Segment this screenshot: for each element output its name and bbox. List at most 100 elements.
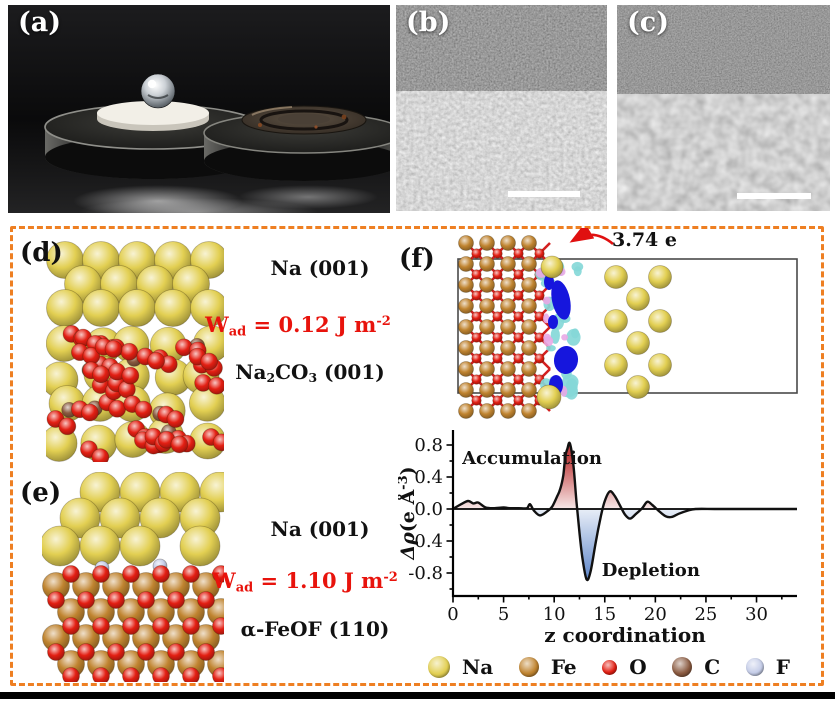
- na-na2co3-structure-model: [46, 241, 224, 462]
- atom-sphere: [536, 384, 562, 410]
- atom-sphere: [500, 298, 516, 314]
- atom-sphere: [492, 332, 503, 343]
- legend-item-fe: Fe: [518, 655, 577, 679]
- atom-sphere: [513, 269, 524, 280]
- atom-sphere: [492, 374, 503, 385]
- atom-sphere: [471, 269, 482, 280]
- atom-sphere: [626, 375, 650, 399]
- legend-label: C: [704, 655, 721, 679]
- atom-sphere: [179, 525, 221, 567]
- atom-sphere: [212, 617, 224, 635]
- atom-sphere: [458, 403, 474, 419]
- atom-sphere: [154, 289, 192, 327]
- atom-sphere: [458, 382, 474, 398]
- atom-sphere: [471, 290, 482, 301]
- atom-sphere: [500, 319, 516, 335]
- x-tick-label: 0: [447, 604, 458, 625]
- atom-sphere: [604, 309, 628, 333]
- panel-c-label: (c): [627, 7, 669, 38]
- y-tick-label: 0.4: [414, 467, 443, 488]
- e-substrate-label: α-FeOF (110): [240, 617, 390, 641]
- atom-sphere: [479, 235, 495, 251]
- legend-label: Fe: [550, 655, 577, 679]
- chart-annotation: Depletion: [602, 560, 700, 581]
- atom-sphere: [513, 248, 524, 259]
- atom-sphere: [167, 591, 185, 609]
- atom-sphere: [648, 353, 672, 377]
- atom-sphere: [513, 353, 524, 364]
- na-atom-icon: [428, 656, 450, 678]
- atom-sphere: [648, 309, 672, 333]
- legend-item-o: O: [602, 655, 647, 679]
- atom-sphere: [513, 395, 524, 406]
- charge-density-model: [457, 235, 798, 419]
- depletion-isosurface: [551, 280, 571, 320]
- atom-sphere: [120, 342, 139, 361]
- sem-image-c: [617, 5, 830, 211]
- atom-sphere: [500, 340, 516, 356]
- atom-sphere: [458, 340, 474, 356]
- atom-sphere: [534, 332, 545, 343]
- panel-b-label: (b): [406, 7, 451, 38]
- y-tick-label: -0.4: [408, 531, 443, 552]
- atom-sphere: [521, 340, 537, 356]
- atom-sphere: [534, 311, 545, 322]
- atom-sphere: [104, 340, 123, 358]
- sem-panel-b: (b): [396, 5, 607, 211]
- atom-sphere: [479, 382, 495, 398]
- atom-sphere: [500, 235, 516, 251]
- y-axis-label: Δρ(e Å-3): [398, 466, 419, 560]
- x-tick-label: 5: [498, 604, 509, 625]
- fe-atom-icon: [518, 657, 539, 677]
- scale-bar: [737, 193, 811, 199]
- atom-sphere: [492, 269, 503, 280]
- atom-sphere: [458, 235, 474, 251]
- atom-sphere: [604, 353, 628, 377]
- atom-sphere: [137, 591, 155, 609]
- x-tick-label: 15: [593, 604, 616, 625]
- atom-sphere: [91, 448, 110, 462]
- atom-sphere: [118, 289, 156, 327]
- legend-label: O: [629, 655, 647, 679]
- depletion-isosurface: [543, 313, 550, 324]
- atom-sphere: [182, 667, 200, 682]
- panel-e-label: (e): [20, 478, 62, 508]
- c-atom-icon: [672, 657, 693, 677]
- atom-legend: Na Fe O C F: [428, 652, 790, 682]
- f-atom-icon: [745, 658, 764, 676]
- atom-sphere: [92, 565, 110, 583]
- atom-sphere: [500, 403, 516, 419]
- atom-sphere: [207, 376, 224, 395]
- legend-item-c: C: [672, 655, 720, 679]
- d-surface-label: Na (001): [270, 256, 370, 280]
- accumulation-isosurface: [546, 344, 556, 352]
- atom-sphere: [47, 643, 65, 661]
- atom-sphere: [521, 382, 537, 398]
- figure-bottom-rule: [0, 692, 835, 699]
- accumulation-isosurface: [566, 329, 581, 346]
- arrow-curve: [569, 228, 614, 246]
- atom-sphere: [121, 366, 140, 385]
- atom-sphere: [479, 298, 495, 314]
- atom-sphere: [47, 591, 65, 609]
- atom-sphere: [77, 591, 95, 609]
- e-adhesion-energy: Wad = 1.10 J m-2: [212, 568, 398, 596]
- atom-sphere: [492, 353, 503, 364]
- atom-sphere: [197, 591, 215, 609]
- depletion-isosurface: [553, 346, 579, 374]
- panel-a-label: (a): [18, 7, 62, 38]
- y-tick-label: -0.8: [408, 563, 443, 584]
- atom-sphere: [500, 361, 516, 377]
- atom-sphere: [534, 353, 545, 364]
- atom-sphere: [137, 643, 155, 661]
- depletion-isosurface: [548, 315, 558, 329]
- x-tick-label: 10: [543, 604, 566, 625]
- delta-rho-curve: [452, 441, 797, 582]
- atom-sphere: [471, 332, 482, 343]
- atom-sphere: [58, 417, 77, 436]
- atom-sphere: [534, 248, 545, 259]
- legend-item-f: F: [745, 655, 790, 679]
- atom-sphere: [479, 361, 495, 377]
- atom-sphere: [80, 403, 99, 422]
- atom-sphere: [166, 410, 185, 428]
